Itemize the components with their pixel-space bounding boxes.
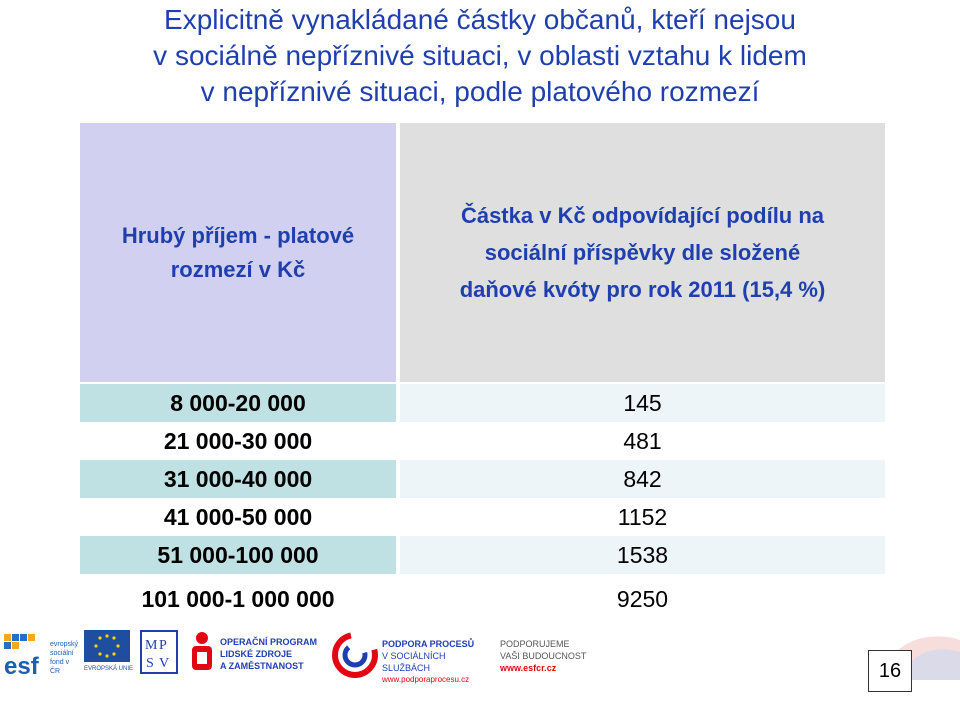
op-lzz-logo: OPERAČNÍ PROGRAM LIDSKÉ ZDROJE A ZAMĚSTN… xyxy=(188,630,328,680)
esf-logo: esf evropský sociální fond v ČR xyxy=(2,630,80,680)
slide-title: Explicitně vynakládané částky občanů, kt… xyxy=(0,2,960,110)
cell-amount: 481 xyxy=(400,422,885,460)
cell-range: 8 000-20 000 xyxy=(80,384,396,422)
cell-amount: 1538 xyxy=(400,536,885,574)
svg-text:S: S xyxy=(146,656,154,671)
esf-text-1: evropský xyxy=(50,641,79,648)
table-row: 21 000-30 000 481 xyxy=(80,422,885,460)
cell-amount: 842 xyxy=(400,460,885,498)
mpsv-logo: M P S V xyxy=(140,630,180,680)
cell-range: 101 000-1 000 000 xyxy=(80,574,396,624)
table-row: 8 000-20 000 145 xyxy=(80,384,885,422)
op-text-2: LIDSKÉ ZDROJE xyxy=(220,649,293,659)
data-table: Hrubý příjem - platové rozmezí v Kč Část… xyxy=(80,123,885,624)
svg-text:M: M xyxy=(145,638,158,653)
cell-range: 31 000-40 000 xyxy=(80,460,396,498)
esf-mark-icon: esf xyxy=(4,634,40,680)
pp-text-1: PODPORA PROCESŮ xyxy=(382,639,475,649)
title-line-1: Explicitně vynakládané částky občanů, kt… xyxy=(164,4,796,35)
eu-flag-icon xyxy=(84,630,130,662)
footer-logos: esf evropský sociální fond v ČR EVROPSKÁ… xyxy=(0,630,960,686)
op-lzz-figure-icon xyxy=(192,632,212,670)
page-number: 16 xyxy=(868,650,912,692)
cell-range: 51 000-100 000 xyxy=(80,536,396,574)
cell-range: 41 000-50 000 xyxy=(80,498,396,536)
esf-text-2: sociální xyxy=(50,650,74,657)
table-row: 31 000-40 000 842 xyxy=(80,460,885,498)
title-line-3: v nepříznivé situaci, podle platového ro… xyxy=(200,76,760,107)
table-row: 51 000-100 000 1538 xyxy=(80,536,885,574)
header-income-range-label: Hrubý příjem - platové rozmezí v Kč xyxy=(121,222,355,282)
eu-logo: EVROPSKÁ UNIE xyxy=(84,630,136,680)
esfcr-logo: PODPORUJEME VAŠI BUDOUCNOST www.esfcr.cz xyxy=(500,630,620,680)
table-row: 101 000-1 000 000 9250 xyxy=(80,574,885,624)
title-line-2: v sociálně nepříznivé situaci, v oblasti… xyxy=(153,40,807,71)
svg-text:V: V xyxy=(159,656,169,671)
mpsv-mark-icon: M P S V xyxy=(140,630,178,674)
esf-text-3: fond v ČR xyxy=(50,659,70,675)
podpora-procesu-swirl-icon xyxy=(332,632,378,678)
op-text-3: A ZAMĚSTNANOST xyxy=(220,661,304,671)
header-income-range: Hrubý příjem - platové rozmezí v Kč xyxy=(80,123,396,382)
svg-text:esf: esf xyxy=(4,653,40,680)
cell-amount: 1152 xyxy=(400,498,885,536)
table-row: 41 000-50 000 1152 xyxy=(80,498,885,536)
pvb-text-2: VAŠI BUDOUCNOST xyxy=(500,651,587,661)
pvb-url: www.esfcr.cz xyxy=(500,663,557,673)
pp-text-2: V SOCIÁLNÍCH SLUŽBÁCH xyxy=(382,651,446,673)
cell-range: 21 000-30 000 xyxy=(80,422,396,460)
header-amount-label: Částka v Kč odpovídající podílu na sociá… xyxy=(459,203,826,302)
pp-url: www.podporaprocesu.cz xyxy=(382,675,470,684)
pvb-text-1: PODPORUJEME xyxy=(500,639,570,649)
op-text-1: OPERAČNÍ PROGRAM xyxy=(220,637,318,647)
header-amount: Částka v Kč odpovídající podílu na sociá… xyxy=(400,123,885,382)
podpora-procesu-logo: PODPORA PROCESŮ V SOCIÁLNÍCH SLUŽBÁCH ww… xyxy=(330,630,490,684)
eu-label: EVROPSKÁ UNIE xyxy=(84,666,134,672)
cell-amount: 145 xyxy=(400,384,885,422)
table-header-row: Hrubý příjem - platové rozmezí v Kč Část… xyxy=(80,123,885,382)
cell-amount: 9250 xyxy=(400,574,885,624)
svg-text:P: P xyxy=(159,638,167,653)
